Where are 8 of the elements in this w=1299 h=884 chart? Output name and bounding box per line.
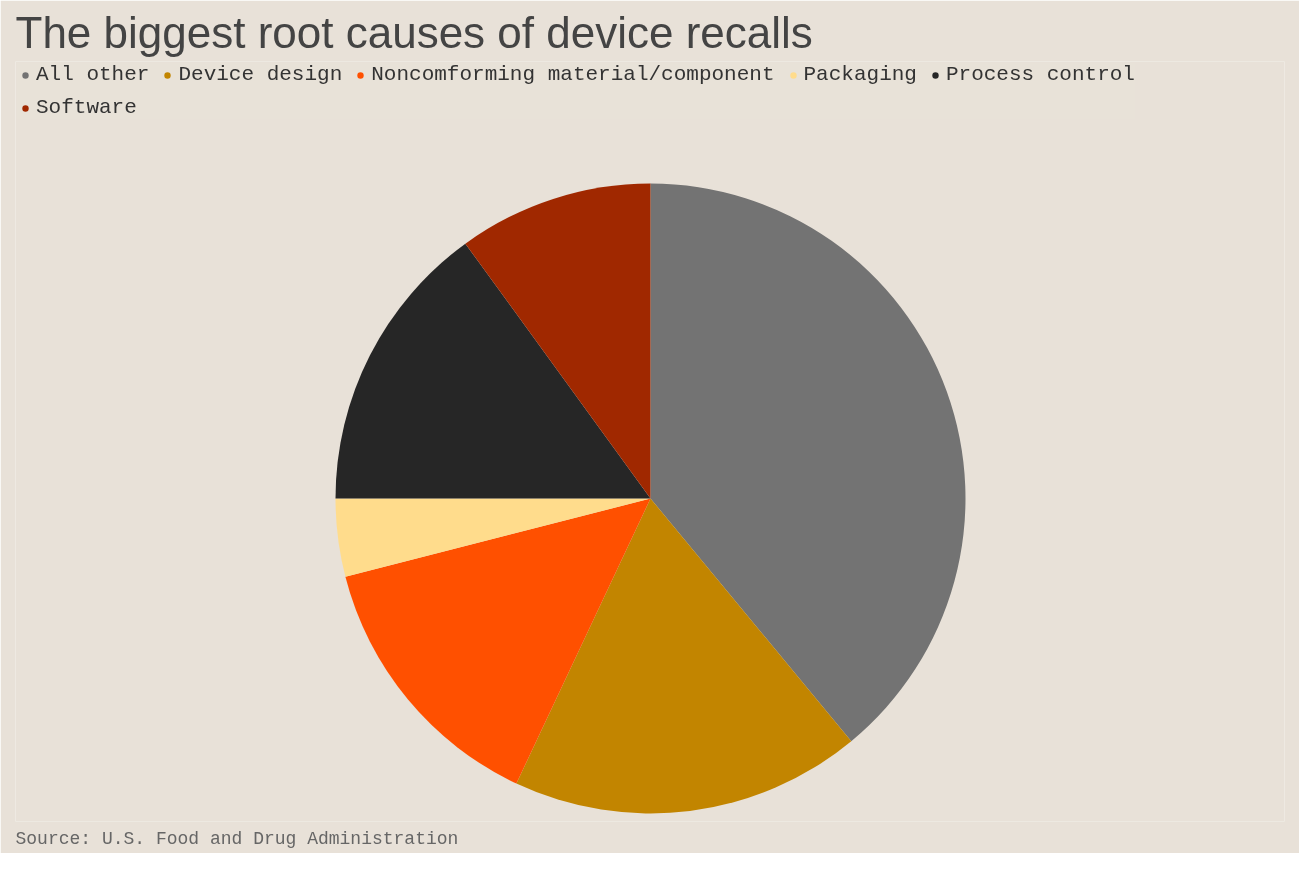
legend-label: Device design: [178, 63, 343, 86]
legend-label: Software: [36, 96, 137, 119]
source-note: Source: U.S. Food and Drug Administration: [15, 828, 459, 849]
legend-label: Process control: [945, 63, 1135, 86]
chart-title: The biggest root causes of device recalls: [15, 7, 813, 57]
legend-label: Noncomforming material/component: [371, 63, 775, 86]
legend-label: Packaging: [803, 63, 917, 86]
legend-label: All other: [36, 63, 150, 86]
